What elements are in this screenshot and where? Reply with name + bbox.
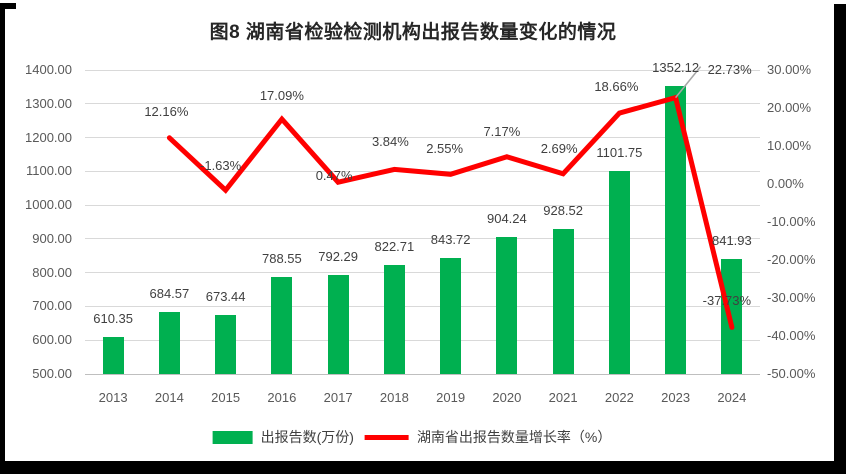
x-axis-label: 2023 [661, 390, 691, 405]
bar-value-label: 610.35 [93, 310, 133, 326]
x-axis-label: 2019 [436, 390, 466, 405]
bar-value-label: 673.44 [205, 289, 246, 305]
right-axis-tick-label: 30.00% [767, 62, 812, 77]
gridline [85, 170, 760, 172]
frame-border-left [0, 4, 5, 474]
bar-value-label: 841.93 [711, 232, 752, 248]
right-axis-tick-label: -20.00% [767, 252, 816, 267]
bar-2017 [327, 275, 349, 374]
x-axis-label: 2015 [211, 390, 241, 405]
bar-2019 [440, 257, 462, 374]
legend: 出报告数(万份) 湖南省出报告数量增长率（%） [212, 427, 612, 447]
bar-2023 [665, 86, 687, 374]
growth-rate-label: -1.63% [200, 158, 242, 174]
bar-2021 [552, 229, 574, 374]
chart-title: 图8 湖南省检验检测机构出报告数量变化的情况 [209, 22, 617, 43]
left-axis-tick-label: 600.00 [32, 332, 72, 348]
left-axis-tick-label: 500.00 [32, 366, 72, 381]
gridline [85, 373, 760, 375]
growth-rate-label: 12.16% [144, 103, 189, 119]
bar-2018 [383, 264, 405, 374]
bar-2022 [608, 170, 630, 374]
x-axis-label: 2014 [154, 390, 184, 405]
left-axis-tick-label: 1100.00 [25, 163, 72, 179]
left-axis-tick-label: 1200.00 [25, 129, 72, 145]
x-axis-label: 2016 [267, 390, 297, 405]
bar-value-label: 904.24 [486, 211, 527, 227]
left-axis-tick-label: 900.00 [32, 230, 72, 246]
bar-2024 [721, 258, 743, 374]
bar-2014 [158, 311, 180, 374]
bar-2020 [496, 237, 518, 374]
x-axis-label: 2013 [98, 390, 128, 405]
growth-rate-label: 2.69% [540, 140, 578, 156]
x-axis-label: 2018 [379, 390, 409, 405]
gridline [85, 272, 760, 274]
bar-2015 [215, 315, 237, 374]
growth-rate-label: 18.66% [594, 79, 639, 95]
x-axis-label: 2021 [548, 390, 578, 405]
right-axis-tick-label: 0.00% [767, 176, 804, 191]
bar-2013 [102, 336, 124, 374]
x-axis-label: 2024 [717, 390, 747, 405]
legend-line-swatch-icon [364, 434, 409, 440]
gridline [85, 204, 760, 206]
bar-value-label: 792.29 [318, 249, 358, 265]
legend-bar-swatch-icon [212, 430, 253, 444]
bar-value-label: 788.55 [261, 250, 302, 266]
left-axis-tick-label: 1400.00 [25, 62, 72, 77]
right-axis-tick-label: 20.00% [767, 100, 812, 115]
right-axis-tick-label: 10.00% [767, 138, 812, 153]
growth-rate-label: 2.55% [426, 141, 464, 157]
growth-rate-label: 3.84% [371, 134, 409, 150]
x-axis-label: 2020 [492, 390, 522, 405]
frame-border-left-top-stub [0, 3, 16, 9]
bar-value-label: 684.57 [149, 285, 190, 301]
legend-bar-label: 出报告数(万份) [260, 429, 354, 445]
bar-value-label: 1101.75 [596, 144, 643, 160]
x-axis-label: 2017 [323, 390, 353, 405]
left-axis-tick-label: 700.00 [32, 298, 72, 314]
left-axis-tick-label: 1300.00 [25, 95, 72, 111]
right-axis-tick-label: -10.00% [767, 214, 816, 229]
bar-value-label: 928.52 [543, 203, 583, 219]
growth-rate-label: 7.17% [483, 123, 521, 139]
right-axis-tick-label: -50.00% [767, 366, 816, 381]
growth-rate-label: -37.73% [702, 293, 752, 309]
gridline [85, 69, 760, 71]
bar-value-label: 843.72 [430, 231, 471, 247]
left-axis-tick-label: 1000.00 [25, 197, 72, 213]
gridline [85, 137, 760, 139]
frame-border-bottom [0, 461, 846, 474]
growth-rate-label: 17.09% [259, 88, 304, 104]
growth-rate-label: 22.73% [707, 61, 752, 77]
growth-rate-label: 0.47% [315, 168, 353, 184]
bar-value-label: 1352.12 [652, 60, 700, 76]
gridline [85, 339, 760, 341]
gridline [85, 305, 760, 307]
x-axis-label: 2022 [604, 390, 634, 405]
right-axis-tick-label: -40.00% [767, 328, 816, 343]
bar-value-label: 822.71 [374, 238, 415, 254]
frame-border-right [834, 4, 846, 474]
bar-2016 [271, 276, 293, 374]
legend-line-label: 湖南省出报告数量增长率（%） [416, 429, 612, 445]
right-axis-tick-label: -30.00% [767, 290, 816, 305]
left-axis-tick-label: 800.00 [32, 264, 72, 280]
